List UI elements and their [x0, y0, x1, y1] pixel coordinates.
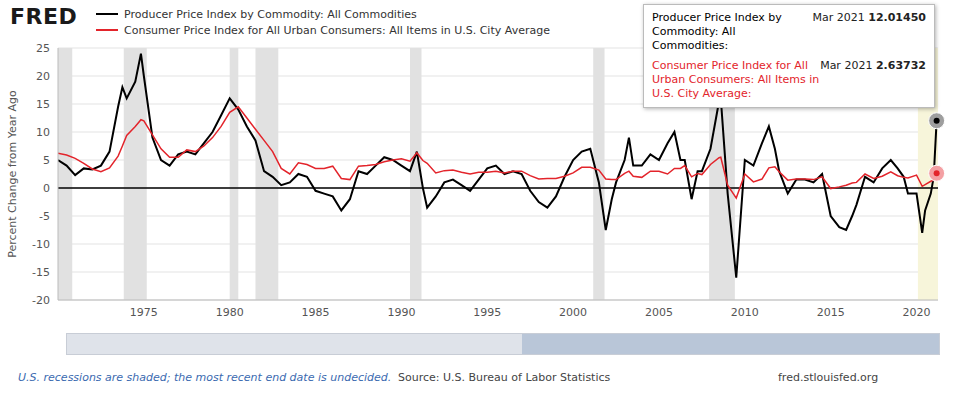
svg-text:-15: -15	[32, 266, 50, 279]
svg-text:2000: 2000	[559, 306, 587, 319]
svg-text:1990: 1990	[387, 306, 415, 319]
html-text:Consumer Price Index for All U: Consumer Price Index for All Urban Consu…	[124, 23, 550, 37]
html-text:Producer Price Index by Commod: Producer Price Index by Commodity: All C…	[124, 7, 417, 21]
svg-text:2015: 2015	[817, 306, 845, 319]
svg-text:5: 5	[43, 154, 50, 167]
svg-text:1975: 1975	[130, 306, 158, 319]
svg-text:20: 20	[36, 70, 50, 83]
svg-text:1995: 1995	[473, 306, 501, 319]
svg-text:2010: 2010	[731, 306, 759, 319]
html-text:U.S. recessions are shaded; th: U.S. recessions are shaded; the most rec…	[18, 371, 392, 384]
svg-text:25: 25	[36, 42, 50, 55]
svg-text:0: 0	[43, 182, 50, 195]
svg-text:1980: 1980	[216, 306, 244, 319]
svg-text:-5: -5	[39, 210, 50, 223]
html-text:Mar 2021 12.01450: Mar 2021 12.01450	[812, 11, 926, 24]
html-text:FRED: FRED	[10, 4, 78, 29]
svg-text:-10: -10	[32, 238, 50, 251]
svg-text:10: 10	[36, 126, 50, 139]
svg-text:1985: 1985	[302, 306, 330, 319]
svg-text:2005: 2005	[645, 306, 673, 319]
html-text:Producer Price Index by Commod: Producer Price Index by Commodity: All C…	[652, 11, 782, 52]
svg-text:15: 15	[36, 98, 50, 111]
svg-text:-20: -20	[32, 294, 50, 307]
svg-text:Percent Change from Year Ago: Percent Change from Year Ago	[8, 90, 19, 258]
html-text:Source: U.S. Bureau of Labor S: Source: U.S. Bureau of Labor Statistics	[398, 371, 611, 384]
html-text:fred.stlouisfed.org: fred.stlouisfed.org	[778, 371, 879, 384]
html-text:Mar 2021 2.63732: Mar 2021 2.63732	[820, 59, 926, 72]
svg-text:2020: 2020	[903, 306, 931, 319]
html-text:Consumer Price Index for All U: Consumer Price Index for All Urban Consu…	[652, 59, 820, 100]
